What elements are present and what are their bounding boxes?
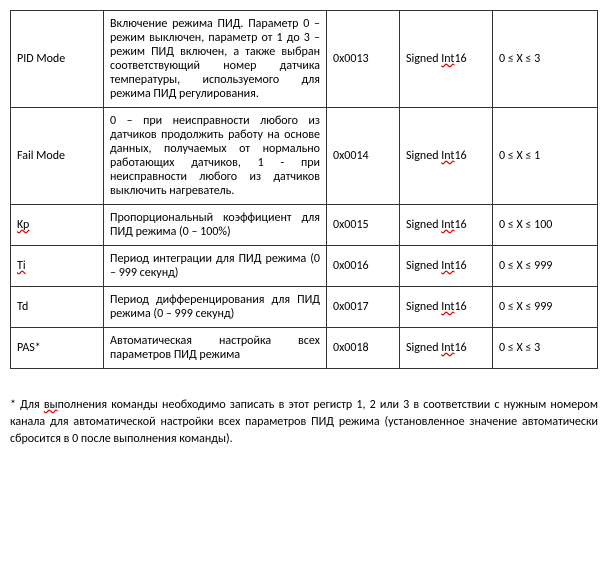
footnote: * Для выполнения команды необходимо запи… bbox=[10, 397, 598, 447]
cell-addr: 0x0017 bbox=[327, 287, 400, 328]
cell-range: 0 ≤ X ≤ 3 bbox=[493, 11, 598, 108]
cell-name: Fail Mode bbox=[11, 108, 104, 205]
cell-range: 0 ≤ X ≤ 100 bbox=[493, 205, 598, 246]
cell-type: Signed Int16 bbox=[400, 287, 493, 328]
cell-type: Signed Int16 bbox=[400, 328, 493, 369]
cell-name: PID Mode bbox=[11, 11, 104, 108]
table-row: Ti Период интеграции для ПИД режима (0 –… bbox=[11, 246, 598, 287]
cell-addr: 0x0015 bbox=[327, 205, 400, 246]
cell-addr: 0x0013 bbox=[327, 11, 400, 108]
cell-range: 0 ≤ X ≤ 999 bbox=[493, 246, 598, 287]
table-row: Fail Mode 0 – при неисправности любого и… bbox=[11, 108, 598, 205]
cell-type: Signed Int16 bbox=[400, 11, 493, 108]
cell-desc: Пропорциональный коэффициент для ПИД реж… bbox=[104, 205, 327, 246]
cell-name: Kp bbox=[11, 205, 104, 246]
cell-desc: Автоматическая настройка всех параметров… bbox=[104, 328, 327, 369]
cell-desc: Включение режима ПИД. Параметр 0 – режим… bbox=[104, 11, 327, 108]
table-row: Td Период дифференцирования для ПИД режи… bbox=[11, 287, 598, 328]
cell-name: Ti bbox=[11, 246, 104, 287]
cell-range: 0 ≤ X ≤ 3 bbox=[493, 328, 598, 369]
register-table: PID Mode Включение режима ПИД. Параметр … bbox=[10, 10, 598, 369]
cell-desc: Период дифференцирования для ПИД режима … bbox=[104, 287, 327, 328]
cell-type: Signed Int16 bbox=[400, 246, 493, 287]
table-row: Kp Пропорциональный коэффициент для ПИД … bbox=[11, 205, 598, 246]
cell-range: 0 ≤ X ≤ 999 bbox=[493, 287, 598, 328]
cell-desc: Период интеграции для ПИД режима (0 – 99… bbox=[104, 246, 327, 287]
cell-name: PAS* bbox=[11, 328, 104, 369]
cell-type: Signed Int16 bbox=[400, 108, 493, 205]
table-row: PAS* Автоматическая настройка всех парам… bbox=[11, 328, 598, 369]
register-table-body: PID Mode Включение режима ПИД. Параметр … bbox=[11, 11, 598, 369]
table-row: PID Mode Включение режима ПИД. Параметр … bbox=[11, 11, 598, 108]
cell-addr: 0x0016 bbox=[327, 246, 400, 287]
cell-range: 0 ≤ X ≤ 1 bbox=[493, 108, 598, 205]
cell-desc: 0 – при неисправности любого из датчиков… bbox=[104, 108, 327, 205]
cell-addr: 0x0014 bbox=[327, 108, 400, 205]
cell-addr: 0x0018 bbox=[327, 328, 400, 369]
cell-type: Signed Int16 bbox=[400, 205, 493, 246]
cell-name: Td bbox=[11, 287, 104, 328]
